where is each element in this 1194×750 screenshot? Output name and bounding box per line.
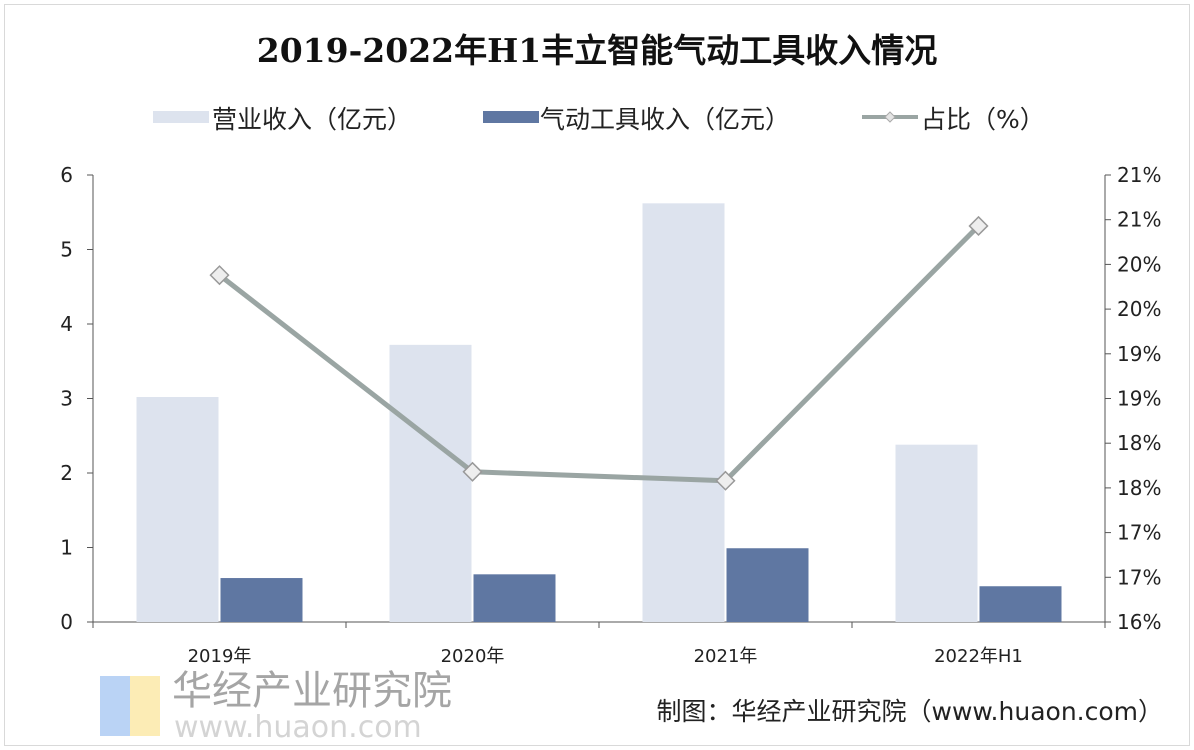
bars (136, 203, 1062, 622)
x-axis-labels: 2019年 2020年 2021年 2022年H1 (188, 646, 1023, 667)
x-tick-label: 2021年 (694, 646, 758, 667)
legend-label-share: 占比（%） (921, 105, 1045, 134)
watermark-name: 华经产业研究院 (172, 668, 452, 714)
source-note: 制图：华经产业研究院（www.huaon.com） (657, 697, 1163, 726)
right-tick-label: 16% (1117, 610, 1161, 634)
right-tick-label: 21% (1117, 208, 1161, 232)
bar-tool-revenue (220, 578, 303, 622)
legend-label-revenue: 营业收入（亿元） (212, 105, 412, 134)
right-tick-label: 21% (1117, 163, 1161, 187)
legend-diamond-icon (884, 111, 896, 123)
share-polyline (217, 224, 981, 484)
bar-tool-revenue (726, 548, 809, 622)
right-tick-label: 19% (1117, 387, 1161, 411)
legend-swatch-tool-revenue (483, 111, 539, 123)
chart-title: 2019-2022年H1丰立智能气动工具收入情况 (257, 31, 938, 70)
bar-revenue (389, 344, 472, 622)
right-tick-label: 18% (1117, 431, 1161, 455)
legend-label-tool-revenue: 气动工具收入（亿元） (540, 105, 790, 134)
bar-revenue (895, 444, 978, 622)
bar-tool-revenue (979, 586, 1062, 622)
share-point-marker (715, 470, 736, 491)
x-tick-label: 2019年 (188, 646, 252, 667)
right-tick-label: 17% (1117, 565, 1161, 589)
watermark-logo-blue (100, 676, 130, 736)
legend: 营业收入（亿元） 气动工具收入（亿元） 占比（%） (153, 105, 1045, 134)
left-tick-label: 4 (60, 312, 73, 336)
bar-revenue (642, 203, 725, 622)
share-point-marker (462, 461, 483, 482)
left-tick-label: 6 (60, 163, 73, 187)
watermark: 华经产业研究院 www.huaon.com (100, 668, 452, 745)
right-tick-label: 17% (1117, 521, 1161, 545)
bar-revenue (136, 397, 219, 622)
left-tick-label: 3 (60, 387, 73, 411)
share-point-marker (209, 265, 230, 286)
left-tick-label: 5 (60, 238, 73, 262)
watermark-logo-yellow (130, 676, 160, 736)
right-tick-label: 20% (1117, 297, 1161, 321)
x-tick-label: 2022年H1 (934, 646, 1023, 667)
share-line (209, 215, 989, 491)
legend-swatch-revenue (153, 111, 209, 123)
right-tick-label: 19% (1117, 342, 1161, 366)
left-tick-label: 2 (60, 461, 73, 485)
left-tick-label: 0 (60, 610, 73, 634)
right-tick-label: 20% (1117, 252, 1161, 276)
watermark-url: www.huaon.com (174, 710, 422, 745)
bar-tool-revenue (473, 574, 556, 622)
x-tick-label: 2020年 (441, 646, 505, 667)
axes: 0 1 2 3 4 5 6 16% 17% 17% 18% 18% 19% 19% 20% 20% 21% 21% (60, 163, 1161, 634)
share-point-marker (968, 215, 989, 237)
left-tick-label: 1 (60, 536, 73, 560)
right-tick-label: 18% (1117, 476, 1161, 500)
